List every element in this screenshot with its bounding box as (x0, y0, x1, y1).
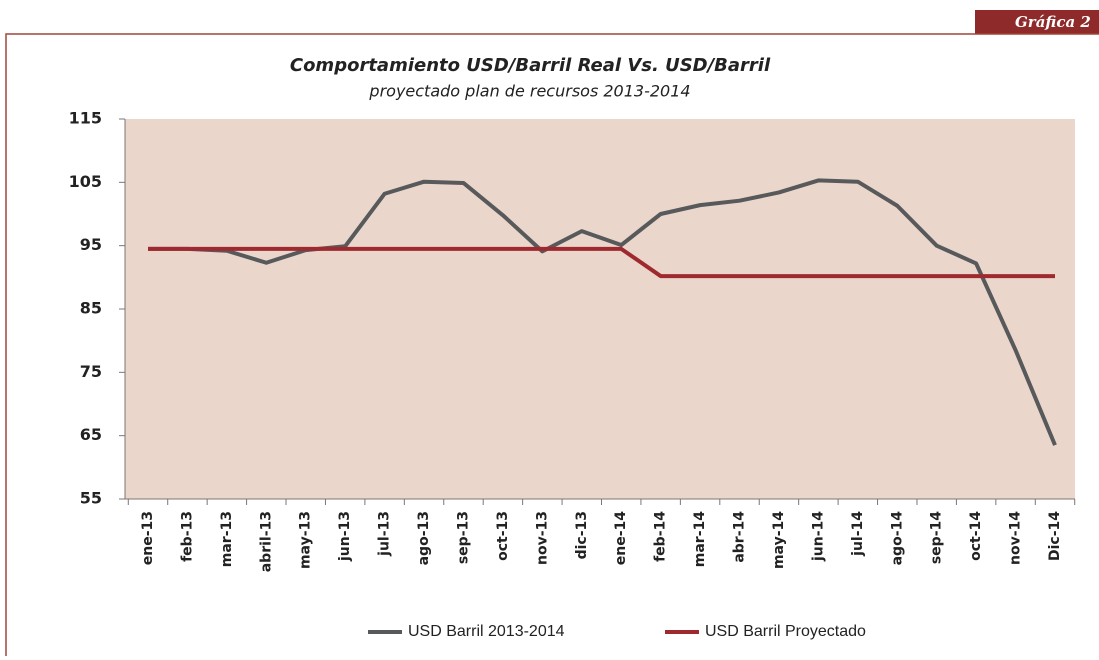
frame (5, 33, 1099, 656)
y-tick-label: 85 (80, 299, 102, 318)
x-tick-label: nov-14 (1008, 511, 1024, 565)
x-tick-label: mar-13 (219, 511, 235, 567)
x-tick-label: Dic-14 (1047, 511, 1063, 561)
x-tick-label: dic-13 (574, 511, 590, 559)
x-tick-label: jul-14 (850, 511, 866, 557)
x-tick-label: may-14 (771, 511, 787, 569)
x-tick-label: oct-14 (968, 511, 984, 561)
x-tick-label: may-13 (298, 511, 314, 569)
x-tick-label: oct-13 (495, 511, 511, 561)
badge: Gráfica 2 (1015, 13, 1091, 31)
chart-subtitle: proyectado plan de recursos 2013-2014 (368, 82, 690, 101)
y-tick-label: 75 (80, 362, 102, 381)
y-tick-label: 55 (80, 489, 102, 508)
legend-label: USD Barril Proyectado (705, 623, 866, 640)
x-tick-label: feb-14 (653, 511, 669, 562)
x-tick-label: feb-13 (179, 511, 195, 562)
x-tick-label: abr-14 (732, 511, 748, 563)
legend-label: USD Barril 2013-2014 (408, 623, 565, 640)
badge-bg (975, 10, 1099, 34)
y-tick-label: 105 (69, 172, 102, 191)
y-tick-label: 65 (80, 425, 102, 444)
x-tick-label: sep-14 (929, 511, 945, 564)
series-line (148, 178, 1057, 446)
y-tick-label: 95 (80, 235, 102, 254)
plot-area (125, 119, 1075, 499)
x-tick-label: ene-14 (613, 511, 629, 566)
x-tick-label: abril-13 (258, 511, 274, 572)
chart-title: Comportamiento USD/Barril Real Vs. USD/B… (290, 55, 771, 76)
y-tick-label: 115 (69, 109, 102, 128)
x-tick-label: jul-13 (377, 511, 393, 557)
x-tick-label: ago-14 (889, 511, 905, 566)
x-tick-label: jun-14 (810, 511, 826, 562)
x-tick-label: jun-13 (337, 511, 353, 562)
x-tick-label: ene-13 (140, 511, 156, 565)
x-tick-label: nov-13 (534, 511, 550, 565)
x-tick-label: mar-14 (692, 511, 708, 567)
series-line (148, 246, 1055, 279)
x-tick-label: ago-13 (416, 511, 432, 565)
x-tick-label: sep-13 (455, 511, 471, 564)
